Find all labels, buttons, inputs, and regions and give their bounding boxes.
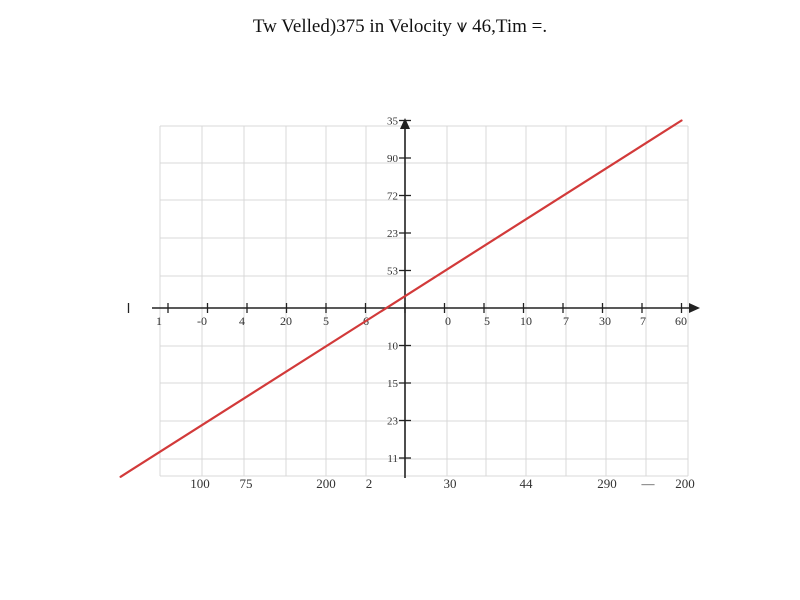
bottom-labels: 100 75 200 2 30 44 290 — 200	[190, 476, 695, 491]
bottom-label: 100	[190, 476, 210, 491]
x-tick-label: 7	[640, 314, 646, 328]
x-tick-label: 0	[445, 314, 451, 328]
y-tick-label: 72	[387, 191, 398, 203]
bottom-label: —	[641, 476, 656, 491]
bottom-label: 290	[597, 476, 617, 491]
bottom-label: 200	[316, 476, 336, 491]
y-tick-label: 23	[387, 416, 399, 428]
x-tick-label: 4	[239, 314, 245, 328]
y-tick-label: 90	[387, 153, 399, 165]
x-tick-label: 5	[323, 314, 329, 328]
x-axis-arrow	[689, 303, 700, 313]
bottom-label: 44	[520, 476, 534, 491]
bottom-label: 30	[444, 476, 457, 491]
y-tick-label: 15	[387, 378, 399, 390]
x-tick-label: 60	[675, 314, 687, 328]
x-tick-label: 5	[484, 314, 490, 328]
axes	[152, 118, 700, 478]
y-tick-label: 23	[387, 228, 399, 240]
x-tick-label: 10	[520, 314, 532, 328]
series-line-velocity	[121, 121, 682, 477]
y-tick-label: 10	[387, 341, 399, 353]
x-tick-label: 20	[280, 314, 292, 328]
grid-lines	[160, 126, 688, 476]
x-tick-label: 7	[563, 314, 569, 328]
bottom-label: 2	[366, 476, 373, 491]
x-tick-label: 1	[156, 314, 162, 328]
y-tick-label: 11	[387, 453, 398, 465]
x-tick-label: 30	[599, 314, 611, 328]
series-group	[121, 121, 682, 477]
bottom-label: 200	[675, 476, 695, 491]
x-tick-label: -0	[197, 314, 207, 328]
y-axis-arrow	[400, 118, 410, 129]
bottom-label: 75	[240, 476, 253, 491]
y-tick-label: 35	[387, 116, 399, 128]
y-tick-label: 53	[387, 266, 399, 278]
